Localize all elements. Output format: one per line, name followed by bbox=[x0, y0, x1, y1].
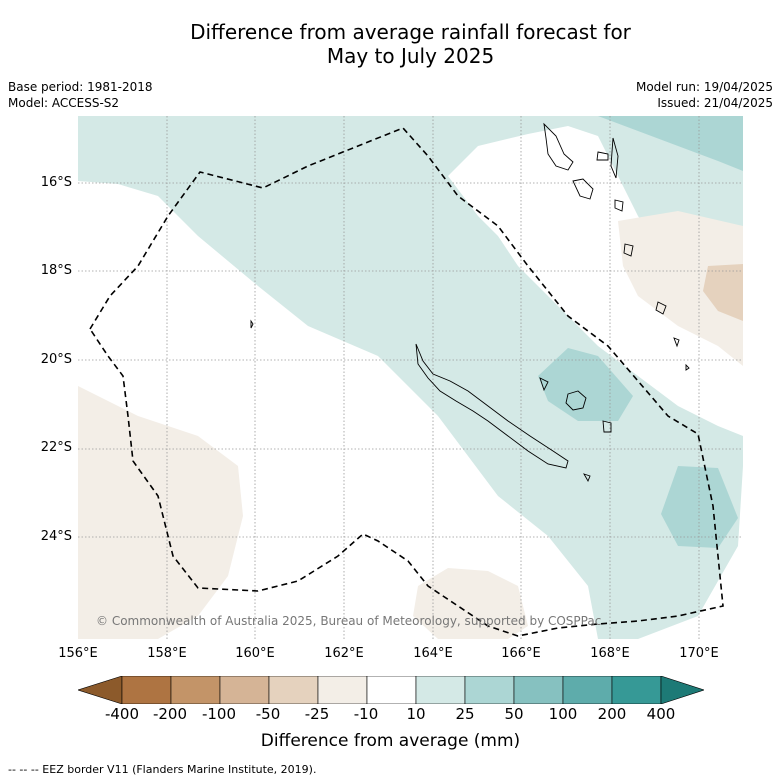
colorbar-segment-1 bbox=[121, 676, 172, 704]
lat-label-24s: 24°S bbox=[40, 529, 72, 544]
map-gridlines bbox=[78, 116, 743, 639]
model-run: Model run: 19/04/2025 bbox=[635, 80, 773, 94]
vanuatu-aneityum bbox=[673, 337, 680, 348]
lat-label-20s: 20°S bbox=[40, 352, 72, 367]
eez-border bbox=[89, 127, 724, 637]
neutral-region-top bbox=[448, 126, 743, 436]
vanuatu-north-island bbox=[596, 151, 609, 161]
colorbar-tick-9: 50 bbox=[504, 705, 524, 723]
lon-label-164e: 164°E bbox=[413, 646, 453, 661]
colorbar-tick-3: -100 bbox=[201, 705, 237, 723]
islet-hunter bbox=[685, 363, 690, 371]
lon-label-168e: 168°E bbox=[590, 646, 630, 661]
meta-left: Base period: 1981-2018 Model: ACCESS-S2 bbox=[8, 79, 153, 111]
lat-label-16s: 16°S bbox=[40, 175, 72, 190]
colorbar-tick-4: -50 bbox=[255, 705, 281, 723]
loyalty-island-mare bbox=[602, 420, 612, 433]
colorbar-tick-11: 200 bbox=[597, 705, 627, 723]
loyalty-island-lifou bbox=[565, 390, 587, 411]
colorbar-label: Difference from average (mm) bbox=[260, 731, 521, 751]
anomaly-region-minus10-minus25-sw bbox=[78, 386, 243, 639]
colorbar-segment-7 bbox=[415, 676, 466, 704]
colorbar-tick-5: -25 bbox=[304, 705, 330, 723]
anomaly-region-minus10-minus25-south bbox=[413, 568, 528, 639]
vanuatu-malakula bbox=[572, 178, 594, 200]
meta-right: Model run: 19/04/2025 Issued: 21/04/2025 bbox=[636, 79, 773, 111]
lon-label-158e: 158°E bbox=[147, 646, 187, 661]
coastlines bbox=[250, 122, 690, 483]
copyright-notice: © Commonwealth of Australia 2025, Bureau… bbox=[96, 614, 602, 628]
lon-label-160e: 160°E bbox=[235, 646, 275, 661]
vanuatu-efate bbox=[614, 199, 624, 212]
lon-label-162e: 162°E bbox=[324, 646, 364, 661]
rainfall-map[interactable] bbox=[78, 116, 743, 639]
colorbar-segment-low-extend bbox=[78, 676, 123, 704]
colorbar-segment-3 bbox=[219, 676, 270, 704]
colorbar-segment-4 bbox=[268, 676, 319, 704]
colorbar bbox=[78, 676, 704, 704]
colorbar-tick-6: -10 bbox=[353, 705, 379, 723]
colorbar-segment-11 bbox=[611, 676, 662, 704]
lon-label-166e: 166°E bbox=[501, 646, 541, 661]
colorbar-tick-10: 100 bbox=[548, 705, 578, 723]
anomaly-region-minus25-minus50-east bbox=[703, 264, 743, 321]
lon-label-156e: 156°E bbox=[58, 646, 98, 661]
new-caledonia-coast bbox=[415, 343, 569, 469]
colorbar-segment-5 bbox=[317, 676, 368, 704]
lat-label-18s: 18°S bbox=[40, 263, 72, 278]
colorbar-tick-2: -200 bbox=[152, 705, 188, 723]
title-line-1: Difference from average rainfall forecas… bbox=[190, 20, 631, 44]
lon-label-170e: 170°E bbox=[679, 646, 719, 661]
colorbar-segment-high-extend bbox=[660, 676, 704, 704]
lat-label-22s: 22°S bbox=[40, 440, 72, 455]
islet-west bbox=[250, 319, 254, 329]
anomaly-region-minus10-minus25-east bbox=[618, 211, 743, 366]
colorbar-tick-8: 25 bbox=[455, 705, 475, 723]
loyalty-island-ouvea bbox=[539, 377, 549, 392]
eez-legend: -- -- -- EEZ border V11 (Flanders Marine… bbox=[8, 763, 317, 776]
chart-title: Difference from average rainfall forecas… bbox=[0, 20, 781, 68]
map-canvas bbox=[78, 116, 743, 639]
title-line-2: May to July 2025 bbox=[326, 44, 495, 68]
isle-of-pines bbox=[583, 473, 591, 483]
base-period: Base period: 1981-2018 bbox=[8, 80, 153, 94]
colorbar-segment-6 bbox=[366, 676, 417, 704]
colorbar-tick-7: 10 bbox=[406, 705, 426, 723]
colorbar-tick-1: -400 bbox=[104, 705, 140, 723]
anomaly-region-25-50-loyalty bbox=[538, 348, 633, 421]
colorbar-segment-9 bbox=[513, 676, 564, 704]
vanuatu-erromango bbox=[623, 243, 634, 257]
issued-date: Issued: 21/04/2025 bbox=[657, 96, 773, 110]
anomaly-region-25-50-southeast bbox=[661, 466, 738, 548]
colorbar-segment-10 bbox=[562, 676, 613, 704]
colorbar-tick-12: 400 bbox=[646, 705, 676, 723]
vanuatu-espiritu-santo bbox=[543, 122, 574, 171]
vanuatu-tanna bbox=[655, 301, 667, 315]
model-name: Model: ACCESS-S2 bbox=[8, 96, 120, 110]
colorbar-segment-2 bbox=[170, 676, 221, 704]
vanuatu-pentecost bbox=[610, 137, 619, 179]
anomaly-region-25-50-ne bbox=[598, 116, 743, 171]
colorbar-segment-8 bbox=[464, 676, 515, 704]
